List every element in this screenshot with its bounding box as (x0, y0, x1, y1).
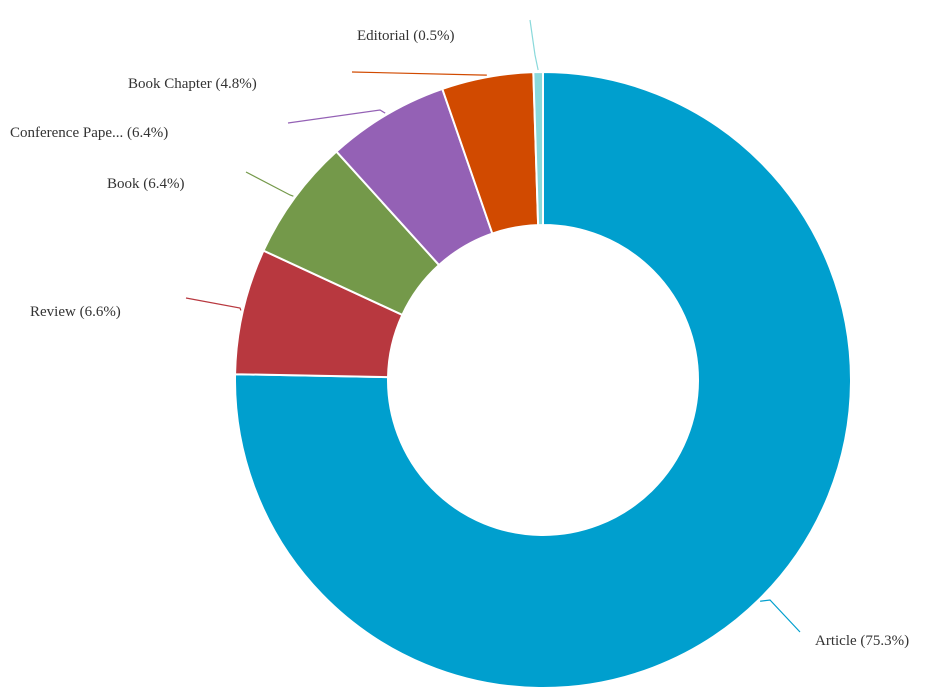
slice-label-article: Article (75.3%) (815, 633, 909, 649)
leader-line-book-chapter (351, 71, 487, 76)
leader-line-conference-pape (287, 109, 386, 124)
slice-label-review: Review (6.6%) (30, 304, 121, 320)
leader-lines-layer (185, 19, 801, 633)
slices-layer (234, 70, 852, 689)
slice-label-editorial: Editorial (0.5%) (357, 28, 454, 44)
leader-line-article (760, 599, 801, 633)
slice-editorial (532, 70, 544, 227)
slice-label-conference-pape: Conference Pape... (6.4%) (10, 125, 168, 141)
slice-label-book-chapter: Book Chapter (4.8%) (128, 76, 257, 92)
slice-article (234, 70, 852, 689)
labels-layer: Article (75.3%) Review (6.6%) Book (6.4%) C… (10, 28, 909, 649)
leader-line-book (245, 171, 294, 197)
slice-label-book: Book (6.4%) (107, 176, 185, 192)
leader-line-review (185, 297, 242, 311)
leader-line-editorial (529, 19, 539, 71)
